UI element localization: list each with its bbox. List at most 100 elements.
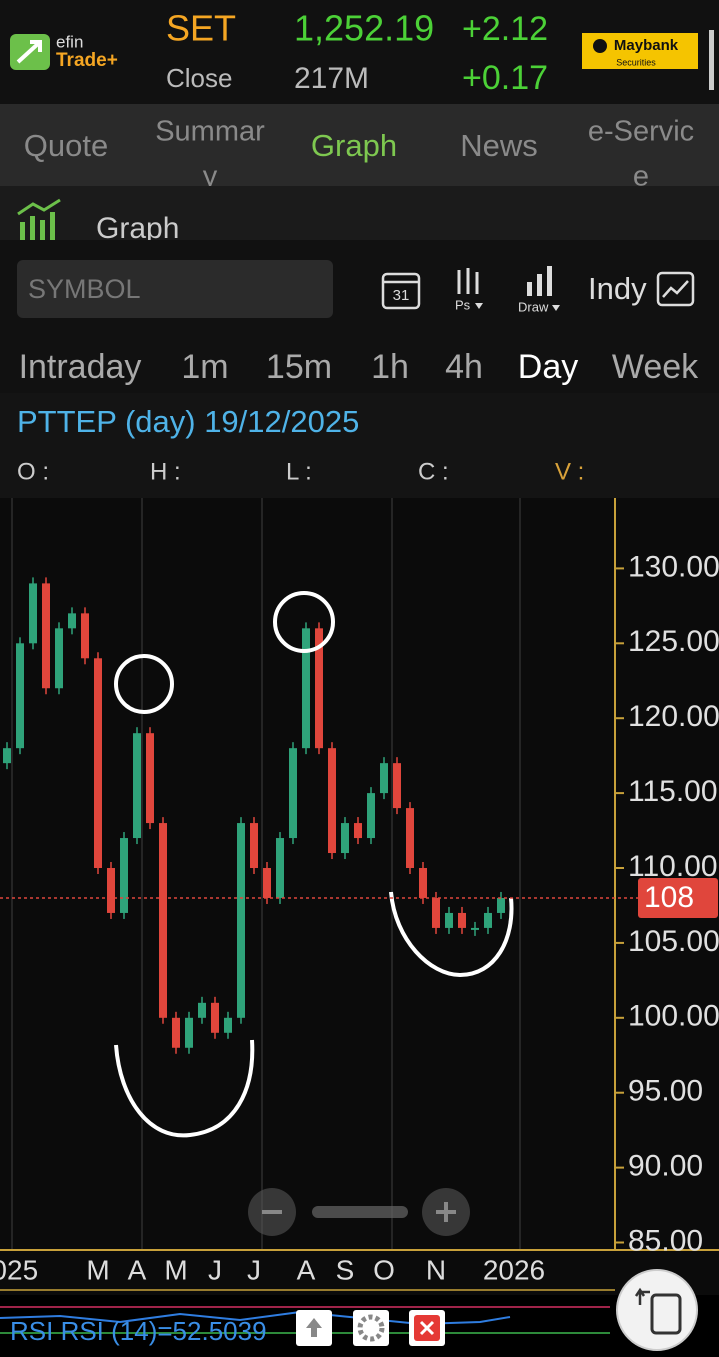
candle	[276, 838, 284, 898]
candle	[341, 823, 349, 854]
rotate-arrow	[634, 1287, 650, 1305]
section-title: Graph	[96, 212, 179, 245]
tab-label[interactable]: Quote	[24, 128, 108, 163]
candle	[367, 793, 375, 839]
tab-label[interactable]: News	[460, 128, 538, 163]
tab-bar	[0, 104, 719, 186]
v-grid	[11, 498, 521, 1250]
indy-icon[interactable]	[656, 271, 695, 307]
x-tick-label: A	[297, 1254, 316, 1285]
logo-arrow	[16, 40, 42, 64]
calendar-button[interactable]	[381, 272, 421, 310]
timeframe[interactable]: 4h	[445, 348, 483, 386]
symbol-placeholder: SYMBOL	[28, 274, 141, 304]
timeframe[interactable]: Week	[612, 348, 699, 386]
candle	[393, 763, 401, 809]
timeframe[interactable]: Day	[518, 348, 578, 386]
candle	[315, 628, 323, 749]
status: Close	[166, 63, 232, 93]
rsi-line	[0, 1310, 511, 1326]
x-tick-label: N	[426, 1254, 446, 1285]
volume: 217M	[294, 62, 369, 95]
rotate-button[interactable]	[616, 1269, 698, 1351]
draw-arrow	[552, 305, 560, 311]
timeframe[interactable]: 15m	[266, 348, 332, 386]
symbol-input[interactable]	[17, 260, 333, 318]
candle	[120, 838, 128, 913]
y-tick-label: 95.00	[628, 1075, 703, 1108]
timeframes: Intraday 1m 15m 1h 4h Day Week	[19, 348, 700, 386]
candle	[159, 823, 167, 1018]
x-axis: 2025MAMJJASON2026	[0, 1254, 545, 1285]
calendar-day: 31	[393, 287, 410, 304]
rsi-label: RSI RSI (14)=52.5039	[10, 1316, 267, 1346]
x-tick-label: S	[336, 1254, 355, 1285]
candle	[471, 927, 479, 930]
indy-label[interactable]: Indy	[588, 271, 647, 306]
candle	[302, 628, 310, 749]
y-tick-label: 120.00	[628, 700, 719, 733]
candle	[172, 1017, 180, 1048]
candle	[289, 748, 297, 839]
index-value: 1,252.19	[294, 8, 434, 49]
candle	[484, 912, 492, 928]
candle	[16, 643, 24, 749]
percent-change: +0.17	[462, 59, 548, 97]
candle	[107, 868, 115, 913]
timeframe[interactable]: Intraday	[19, 348, 142, 386]
draw-label: Draw	[518, 299, 549, 314]
zoom-out-icon	[262, 1210, 282, 1214]
logo-top: efin	[56, 32, 83, 51]
chart-title: PTTEP (day) 19/12/2025	[17, 404, 359, 439]
tab-label-wrap: y	[203, 161, 218, 193]
candle	[250, 823, 258, 869]
candle	[185, 1017, 193, 1048]
candle	[81, 613, 89, 659]
candle	[211, 1002, 219, 1033]
section-bar	[0, 186, 719, 240]
candle	[497, 897, 505, 913]
candle	[68, 613, 76, 629]
tab-label-wrap: e	[633, 161, 649, 193]
x-tick-label: J	[247, 1254, 261, 1285]
ps-icon[interactable]	[457, 268, 479, 294]
ohlc-labels: O : H : L : C : V :	[17, 458, 584, 485]
chart	[0, 498, 719, 1295]
x-tick-label: J	[208, 1254, 222, 1285]
rsi-move-icon	[306, 1318, 322, 1337]
timeframe[interactable]: 1h	[371, 348, 409, 386]
draw-icon[interactable]	[527, 266, 552, 296]
candle	[94, 658, 102, 869]
section-icon	[17, 198, 61, 240]
ohlc-label: L :	[286, 458, 312, 485]
info-bg	[0, 393, 719, 498]
candle	[419, 868, 427, 898]
candle	[42, 583, 50, 689]
candle	[328, 748, 336, 854]
tab-label[interactable]: Graph	[311, 128, 397, 163]
tabs: Quote Summar y Graph News e-Servic e	[24, 116, 694, 193]
timeframe[interactable]: 1m	[181, 348, 228, 386]
x-tick-label: 2025	[0, 1254, 38, 1285]
candle	[445, 912, 453, 928]
candle	[224, 1017, 232, 1033]
tab-label[interactable]: e-Servic	[588, 116, 694, 148]
candle	[354, 823, 362, 839]
candle	[458, 912, 466, 928]
zoom-slider[interactable]	[312, 1206, 408, 1218]
x-tick-label: 2026	[483, 1254, 545, 1285]
y-tick-label: 100.00	[628, 1000, 719, 1033]
x-tick-label: O	[373, 1254, 395, 1285]
broker: Maybank	[614, 37, 679, 54]
candle	[380, 763, 388, 794]
y-tick-label: 115.00	[628, 775, 718, 808]
section-content: Graph	[17, 198, 179, 245]
y-tick-label: 125.00	[628, 625, 719, 658]
market: SET	[166, 8, 236, 49]
rotate-icon	[650, 1293, 682, 1335]
last-price-label: 108	[644, 881, 694, 914]
tab-label[interactable]: Summar	[155, 116, 265, 148]
index-change: +2.12	[462, 10, 548, 48]
